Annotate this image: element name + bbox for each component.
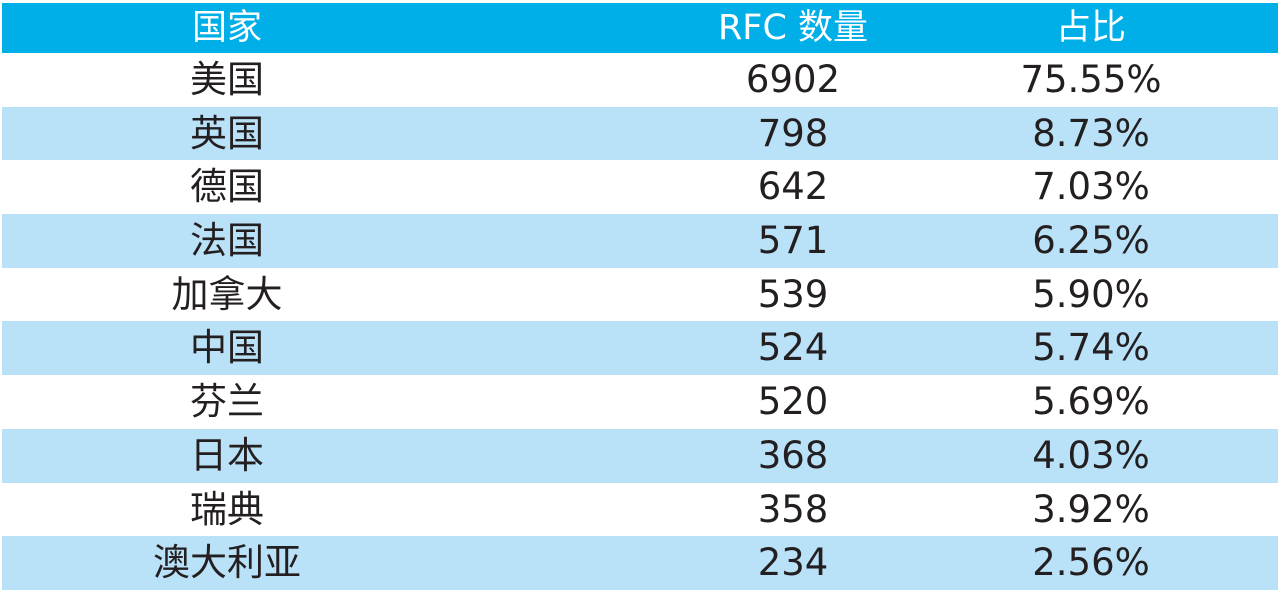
share-value: 6.25% xyxy=(1032,219,1150,263)
share-value: 3.92% xyxy=(1032,487,1150,531)
table-row: 法国 571 6.25% xyxy=(2,214,1278,268)
country-value: 英国 xyxy=(190,111,264,155)
country-cell: 德国 xyxy=(2,160,470,214)
country-cell: 中国 xyxy=(2,321,470,376)
share-cell: 7.03% xyxy=(1032,160,1278,214)
share-cell: 8.73% xyxy=(1032,106,1278,161)
rfc-count-cell: 571 xyxy=(470,214,1110,268)
table-row: 德国 642 7.03% xyxy=(2,160,1278,214)
share-value: 4.03% xyxy=(1032,433,1150,477)
share-cell: 5.90% xyxy=(1032,268,1278,322)
country-cell: 英国 xyxy=(2,106,470,161)
rfc-count-cell: 798 xyxy=(470,106,1110,161)
country-value: 瑞典 xyxy=(190,487,264,531)
share-value: 5.74% xyxy=(1032,326,1150,370)
share-value: 75.55% xyxy=(1020,58,1162,101)
country-cell: 美国 xyxy=(2,53,470,107)
rfc-count-value: 539 xyxy=(757,272,829,316)
rfc-count-cell: 524 xyxy=(470,321,1110,376)
country-value: 法国 xyxy=(190,219,264,263)
country-cell: 法国 xyxy=(2,214,470,268)
table-row: 芬兰 520 5.69% xyxy=(2,375,1278,429)
rfc-country-table-container: 国家 RFC 数量 占比 美国 6902 75.55% 英国 798 8.73% 德国 642… xyxy=(2,3,1278,590)
country-value: 日本 xyxy=(190,433,264,477)
share-value: 7.03% xyxy=(1032,165,1150,209)
share-cell: 2.56% xyxy=(1032,536,1278,590)
country-value: 芬兰 xyxy=(190,380,264,424)
header-share-label: 占比 xyxy=(1055,8,1127,48)
country-cell: 瑞典 xyxy=(2,483,470,537)
country-value: 澳大利亚 xyxy=(153,541,301,585)
country-value: 中国 xyxy=(190,326,264,370)
rfc-count-value: 234 xyxy=(757,541,829,585)
rfc-count-cell: 520 xyxy=(470,375,1110,429)
rfc-count-value: 6902 xyxy=(745,58,841,101)
header-country-label: 国家 xyxy=(191,8,263,48)
rfc-count-value: 368 xyxy=(757,433,829,477)
table-row: 澳大利亚 234 2.56% xyxy=(2,536,1278,590)
share-value: 5.69% xyxy=(1032,380,1150,424)
share-cell: 5.74% xyxy=(1032,321,1278,376)
share-cell: 75.55% xyxy=(1020,53,1278,107)
country-value: 加拿大 xyxy=(171,272,283,316)
rfc-count-cell: 234 xyxy=(470,536,1110,590)
country-cell: 澳大利亚 xyxy=(2,536,470,590)
rfc-count-value: 642 xyxy=(757,165,829,209)
rfc-count-value: 571 xyxy=(757,219,829,263)
table-row: 加拿大 539 5.90% xyxy=(2,267,1278,322)
country-cell: 芬兰 xyxy=(2,375,470,429)
header-count-label: RFC 数量 xyxy=(717,8,869,48)
country-cell: 加拿大 xyxy=(2,268,470,322)
share-value: 2.56% xyxy=(1032,541,1150,585)
table-row: 瑞典 358 3.92% xyxy=(2,482,1278,537)
table-row: 美国 6902 75.55% xyxy=(2,53,1278,107)
country-value: 德国 xyxy=(190,165,264,209)
rfc-count-cell: 642 xyxy=(470,160,1110,214)
header-share: 占比 xyxy=(1056,3,1278,53)
share-cell: 5.69% xyxy=(1032,375,1278,429)
table-row: 日本 368 4.03% xyxy=(2,428,1278,483)
rfc-count-value: 798 xyxy=(757,111,829,155)
share-cell: 4.03% xyxy=(1032,428,1278,483)
table-row: 中国 524 5.74% xyxy=(2,321,1278,376)
share-value: 5.90% xyxy=(1032,272,1150,316)
header-country: 国家 xyxy=(2,3,470,53)
table-body: 美国 6902 75.55% 英国 798 8.73% 德国 642 7.03% 法国 571 6.2… xyxy=(2,53,1278,590)
rfc-count-value: 524 xyxy=(757,326,829,370)
share-cell: 3.92% xyxy=(1032,483,1278,537)
rfc-count-value: 358 xyxy=(757,487,829,531)
rfc-country-table: 国家 RFC 数量 占比 美国 6902 75.55% 英国 798 8.73% 德国 642… xyxy=(2,3,1278,590)
header-count: RFC 数量 xyxy=(470,3,1110,53)
table-header-row: 国家 RFC 数量 占比 xyxy=(2,3,1278,53)
rfc-count-cell: 6902 xyxy=(470,53,1110,107)
share-value: 8.73% xyxy=(1032,111,1150,155)
table-row: 英国 798 8.73% xyxy=(2,106,1278,161)
rfc-count-cell: 368 xyxy=(470,428,1110,483)
share-cell: 6.25% xyxy=(1032,214,1278,268)
rfc-count-cell: 358 xyxy=(470,483,1110,537)
rfc-count-value: 520 xyxy=(757,380,829,424)
country-cell: 日本 xyxy=(2,428,470,483)
rfc-count-cell: 539 xyxy=(470,268,1110,322)
country-value: 美国 xyxy=(190,58,264,101)
